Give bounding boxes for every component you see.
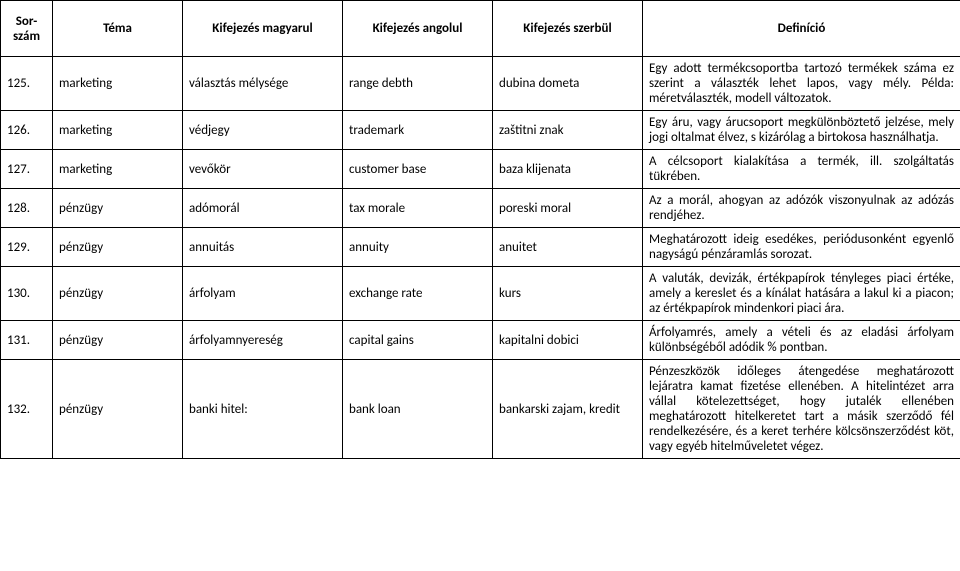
table-body: 125. marketing választás mélysége range …	[1, 57, 960, 459]
cell-num: 125.	[1, 57, 53, 111]
cell-num: 131.	[1, 321, 53, 360]
cell-en: bank loan	[343, 360, 493, 459]
cell-topic: pénzügy	[53, 321, 183, 360]
cell-en: annuity	[343, 228, 493, 267]
cell-hu: vevőkör	[183, 150, 343, 189]
cell-topic: marketing	[53, 57, 183, 111]
cell-def: A célcsoport kialakítása a termék, ill. …	[643, 150, 960, 189]
col-header-en: Kifejezés angolul	[343, 1, 493, 57]
table-row: 125. marketing választás mélysége range …	[1, 57, 960, 111]
cell-hu: árfolyamnyereség	[183, 321, 343, 360]
cell-def: Az a morál, ahogyan az adózók viszonyuln…	[643, 189, 960, 228]
cell-num: 128.	[1, 189, 53, 228]
cell-sr: kapitalni dobici	[493, 321, 643, 360]
cell-hu: adómorál	[183, 189, 343, 228]
cell-en: trademark	[343, 111, 493, 150]
cell-hu: annuitás	[183, 228, 343, 267]
cell-def: Pénzeszközök időleges átengedése meghatá…	[643, 360, 960, 459]
table-row: 127. marketing vevőkör customer base baz…	[1, 150, 960, 189]
cell-en: exchange rate	[343, 267, 493, 321]
cell-def: Meghatározott ideig esedékes, perióduson…	[643, 228, 960, 267]
cell-en: capital gains	[343, 321, 493, 360]
cell-topic: pénzügy	[53, 189, 183, 228]
cell-def: Egy áru, vagy árucsoport megkülönböztető…	[643, 111, 960, 150]
table-row: 132. pénzügy banki hitel: bank loan bank…	[1, 360, 960, 459]
header-row: Sor-szám Téma Kifejezés magyarul Kifejez…	[1, 1, 960, 57]
cell-hu: választás mélysége	[183, 57, 343, 111]
cell-topic: marketing	[53, 111, 183, 150]
col-header-topic: Téma	[53, 1, 183, 57]
cell-def: Árfolyamrés, amely a vételi és az eladás…	[643, 321, 960, 360]
cell-num: 132.	[1, 360, 53, 459]
cell-sr: anuitet	[493, 228, 643, 267]
cell-num: 130.	[1, 267, 53, 321]
cell-sr: poreski moral	[493, 189, 643, 228]
cell-en: range debth	[343, 57, 493, 111]
cell-hu: árfolyam	[183, 267, 343, 321]
cell-sr: kurs	[493, 267, 643, 321]
glossary-table: Sor-szám Téma Kifejezés magyarul Kifejez…	[0, 0, 960, 459]
cell-topic: pénzügy	[53, 360, 183, 459]
col-header-hu: Kifejezés magyarul	[183, 1, 343, 57]
cell-num: 129.	[1, 228, 53, 267]
table-row: 131. pénzügy árfolyamnyereség capital ga…	[1, 321, 960, 360]
cell-def: A valuták, devizák, értékpapírok tényleg…	[643, 267, 960, 321]
cell-num: 126.	[1, 111, 53, 150]
cell-def: Egy adott termékcsoportba tartozó termék…	[643, 57, 960, 111]
cell-sr: zaštitni znak	[493, 111, 643, 150]
col-header-def: Definíció	[643, 1, 960, 57]
cell-sr: baza klijenata	[493, 150, 643, 189]
table-row: 128. pénzügy adómorál tax morale poreski…	[1, 189, 960, 228]
cell-en: tax morale	[343, 189, 493, 228]
table-row: 126. marketing védjegy trademark zaštitn…	[1, 111, 960, 150]
table-row: 129. pénzügy annuitás annuity anuitet Me…	[1, 228, 960, 267]
table-row: 130. pénzügy árfolyam exchange rate kurs…	[1, 267, 960, 321]
cell-hu: védjegy	[183, 111, 343, 150]
cell-hu: banki hitel:	[183, 360, 343, 459]
col-header-sr: Kifejezés szerbül	[493, 1, 643, 57]
cell-topic: marketing	[53, 150, 183, 189]
cell-sr: bankarski zajam, kredit	[493, 360, 643, 459]
col-header-num: Sor-szám	[1, 1, 53, 57]
cell-topic: pénzügy	[53, 267, 183, 321]
cell-sr: dubina dometa	[493, 57, 643, 111]
cell-en: customer base	[343, 150, 493, 189]
cell-topic: pénzügy	[53, 228, 183, 267]
table-head: Sor-szám Téma Kifejezés magyarul Kifejez…	[1, 1, 960, 57]
cell-num: 127.	[1, 150, 53, 189]
